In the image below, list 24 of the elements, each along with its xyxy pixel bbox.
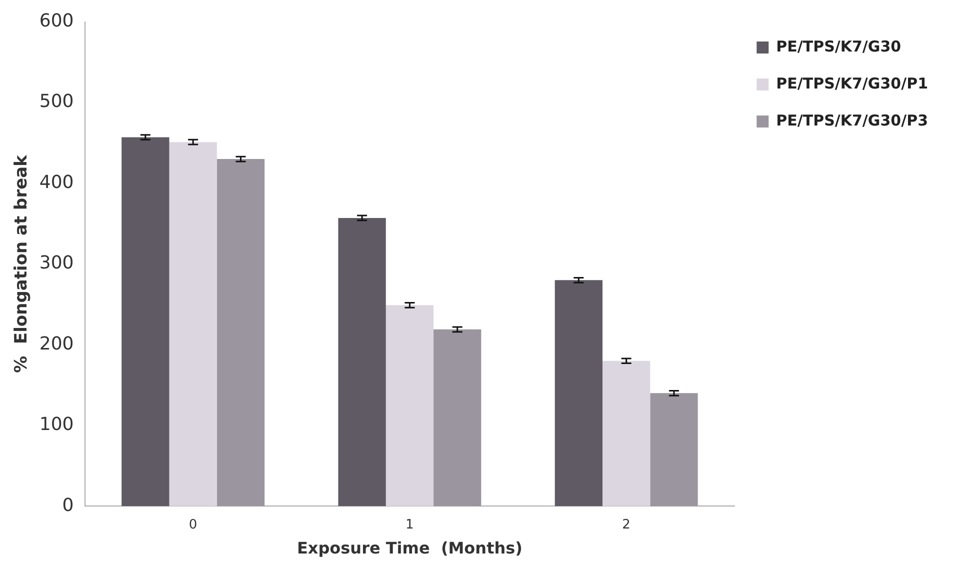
y-tick-label: 100 bbox=[39, 414, 74, 436]
x-axis-title: Exposure Time (Months) bbox=[296, 538, 522, 558]
y-tick-label: 600 bbox=[39, 10, 74, 32]
y-tick-label: 0 bbox=[62, 494, 74, 516]
bar bbox=[122, 137, 170, 506]
legend-label: PE/TPS/K7/G30/P3 bbox=[776, 111, 928, 130]
bar bbox=[216, 159, 265, 506]
bar bbox=[554, 280, 602, 506]
bar bbox=[650, 393, 698, 506]
legend-label: PE/TPS/K7/G30 bbox=[776, 37, 902, 56]
bar bbox=[338, 218, 386, 506]
legend-label: PE/TPS/K7/G30/P1 bbox=[776, 74, 928, 92]
x-tick-label: 1 bbox=[406, 517, 414, 532]
y-tick-label: 200 bbox=[39, 333, 74, 354]
y-axis-title: % Elongation at break bbox=[12, 154, 32, 373]
bar bbox=[386, 305, 434, 506]
bar bbox=[434, 329, 482, 506]
y-tick-label: 400 bbox=[39, 172, 74, 193]
bar bbox=[169, 142, 217, 506]
x-tick-label: 0 bbox=[188, 517, 198, 532]
y-tick-label: 300 bbox=[39, 252, 74, 274]
y-tick-label: 500 bbox=[39, 91, 74, 112]
x-tick-label: 2 bbox=[622, 517, 630, 532]
bar bbox=[602, 360, 650, 506]
